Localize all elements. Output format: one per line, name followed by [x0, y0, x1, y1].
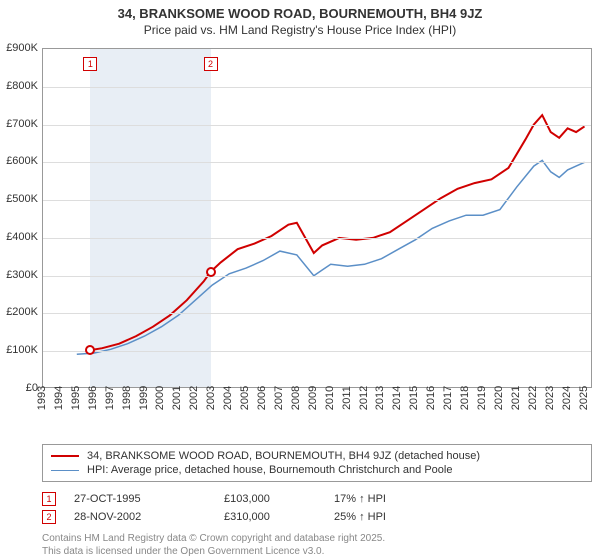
- y-axis-label: £200K: [6, 306, 38, 318]
- y-axis-label: £700K: [6, 118, 38, 130]
- x-axis-label: 2010: [324, 386, 336, 410]
- x-axis-label: 1997: [104, 386, 116, 410]
- legend-swatch: [51, 455, 79, 457]
- legend-section: 34, BRANKSOME WOOD ROAD, BOURNEMOUTH, BH…: [42, 444, 592, 558]
- sales-table: 1 27-OCT-1995£103,00017% ↑ HPI 2 28-NOV-200…: [42, 490, 592, 526]
- legend-label: 34, BRANKSOME WOOD ROAD, BOURNEMOUTH, BH…: [87, 450, 480, 462]
- y-axis-label: £100K: [6, 344, 38, 356]
- footer-line-2: This data is licensed under the Open Gov…: [42, 545, 592, 558]
- x-axis-label: 2004: [222, 386, 234, 410]
- sale-marker-label: 1: [83, 57, 97, 71]
- x-axis-label: 2018: [459, 386, 471, 410]
- x-axis-label: 1996: [87, 386, 99, 410]
- gridline: [43, 351, 591, 352]
- series-line-property: [90, 115, 584, 350]
- sale-number-box: 1: [42, 492, 56, 506]
- x-axis-label: 2005: [239, 386, 251, 410]
- x-axis-label: 2008: [290, 386, 302, 410]
- y-axis-label: £500K: [6, 193, 38, 205]
- y-axis-label: £900K: [6, 42, 38, 54]
- x-axis-label: 1995: [70, 386, 82, 410]
- x-axis-label: 2000: [154, 386, 166, 410]
- sale-price: £310,000: [224, 511, 334, 523]
- x-axis-label: 1999: [138, 386, 150, 410]
- x-axis-label: 2019: [476, 386, 488, 410]
- x-axis-label: 2012: [358, 386, 370, 410]
- x-axis-label: 2009: [307, 386, 319, 410]
- x-axis-label: 2022: [527, 386, 539, 410]
- x-axis-label: 2011: [341, 386, 353, 410]
- chart-title: 34, BRANKSOME WOOD ROAD, BOURNEMOUTH, BH…: [0, 6, 600, 21]
- x-axis-label: 2013: [374, 386, 386, 410]
- gridline: [43, 238, 591, 239]
- line-canvas: [43, 49, 593, 389]
- gridline: [43, 276, 591, 277]
- chart-area: 12 £0£100K£200K£300K£400K£500K£600K£700K…: [42, 48, 592, 418]
- sale-number-box: 2: [42, 510, 56, 524]
- x-axis-label: 1994: [53, 386, 65, 410]
- gridline: [43, 162, 591, 163]
- chart-container: 34, BRANKSOME WOOD ROAD, BOURNEMOUTH, BH…: [0, 0, 600, 560]
- gridline: [43, 313, 591, 314]
- x-axis-label: 2016: [425, 386, 437, 410]
- sale-row: 1 27-OCT-1995£103,00017% ↑ HPI: [42, 490, 592, 508]
- x-axis-label: 2001: [171, 386, 183, 410]
- y-axis-label: £300K: [6, 269, 38, 281]
- gridline: [43, 200, 591, 201]
- x-axis-label: 2020: [493, 386, 505, 410]
- sale-hpi-pct: 17% ↑ HPI: [334, 493, 424, 505]
- x-axis-label: 2024: [561, 386, 573, 410]
- sale-marker-dot: [85, 345, 95, 355]
- y-axis-label: £400K: [6, 231, 38, 243]
- series-line-hpi: [77, 160, 585, 354]
- y-axis-label: £600K: [6, 155, 38, 167]
- sale-date: 28-NOV-2002: [74, 511, 224, 523]
- x-axis-label: 1998: [121, 386, 133, 410]
- sale-row: 2 28-NOV-2002£310,00025% ↑ HPI: [42, 508, 592, 526]
- gridline: [43, 87, 591, 88]
- x-axis-label: 2002: [188, 386, 200, 410]
- plot-area: 12: [42, 48, 592, 388]
- sale-marker-dot: [206, 267, 216, 277]
- chart-subtitle: Price paid vs. HM Land Registry's House …: [0, 23, 600, 37]
- x-axis-label: 2015: [408, 386, 420, 410]
- x-axis-label: 2017: [442, 386, 454, 410]
- legend-box: 34, BRANKSOME WOOD ROAD, BOURNEMOUTH, BH…: [42, 444, 592, 482]
- x-axis-label: 2014: [391, 386, 403, 410]
- sale-price: £103,000: [224, 493, 334, 505]
- sale-hpi-pct: 25% ↑ HPI: [334, 511, 424, 523]
- y-axis-label: £800K: [6, 80, 38, 92]
- footer-attribution: Contains HM Land Registry data © Crown c…: [42, 532, 592, 558]
- footer-line-1: Contains HM Land Registry data © Crown c…: [42, 532, 592, 545]
- legend-swatch: [51, 470, 79, 471]
- legend-item: 34, BRANKSOME WOOD ROAD, BOURNEMOUTH, BH…: [51, 449, 583, 463]
- legend-item: HPI: Average price, detached house, Bour…: [51, 463, 583, 477]
- x-axis-label: 2025: [578, 386, 590, 410]
- title-block: 34, BRANKSOME WOOD ROAD, BOURNEMOUTH, BH…: [0, 0, 600, 37]
- x-axis-label: 2007: [273, 386, 285, 410]
- sale-date: 27-OCT-1995: [74, 493, 224, 505]
- x-axis-label: 2023: [544, 386, 556, 410]
- x-axis-label: 1993: [36, 386, 48, 410]
- sale-marker-label: 2: [204, 57, 218, 71]
- x-axis-label: 2003: [205, 386, 217, 410]
- legend-label: HPI: Average price, detached house, Bour…: [87, 464, 452, 476]
- x-axis-label: 2021: [510, 386, 522, 410]
- x-axis-label: 2006: [256, 386, 268, 410]
- gridline: [43, 125, 591, 126]
